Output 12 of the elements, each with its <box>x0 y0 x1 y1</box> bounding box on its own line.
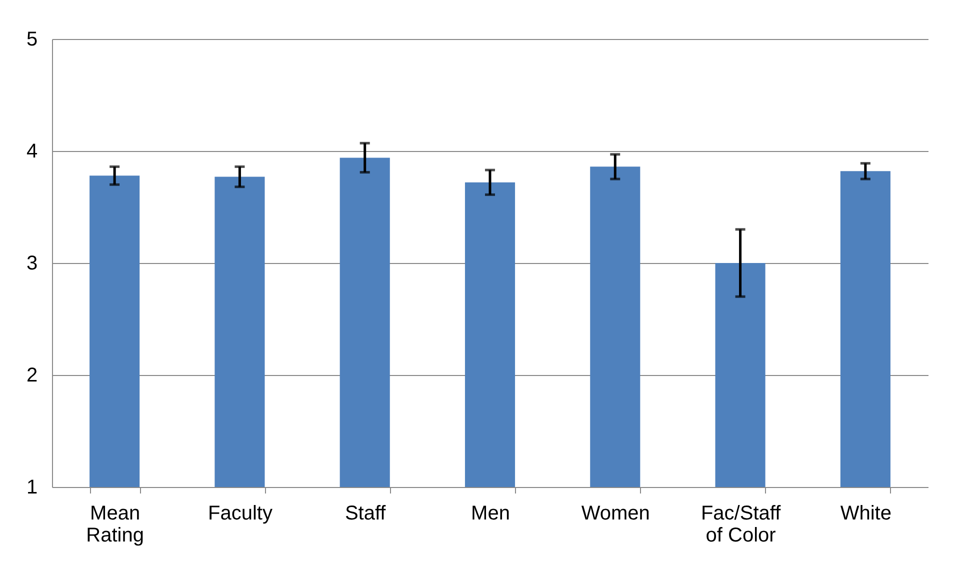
x-tick-label: White <box>840 502 892 524</box>
y-tick-label: 1 <box>26 476 38 498</box>
y-tick-label: 3 <box>26 252 38 274</box>
x-tick-label: Women <box>581 502 650 524</box>
x-tick-label: Mean Rating <box>86 502 144 546</box>
x-tick-label: Faculty <box>208 502 272 524</box>
y-tick-label: 4 <box>26 140 38 162</box>
x-tick-label: Men <box>471 502 510 524</box>
x-tick-label: Staff <box>344 502 386 524</box>
y-tick-label: 2 <box>26 364 38 386</box>
y-tick-label: 5 <box>26 28 38 50</box>
x-tick-label: Fac/Staff of Color <box>700 502 782 546</box>
